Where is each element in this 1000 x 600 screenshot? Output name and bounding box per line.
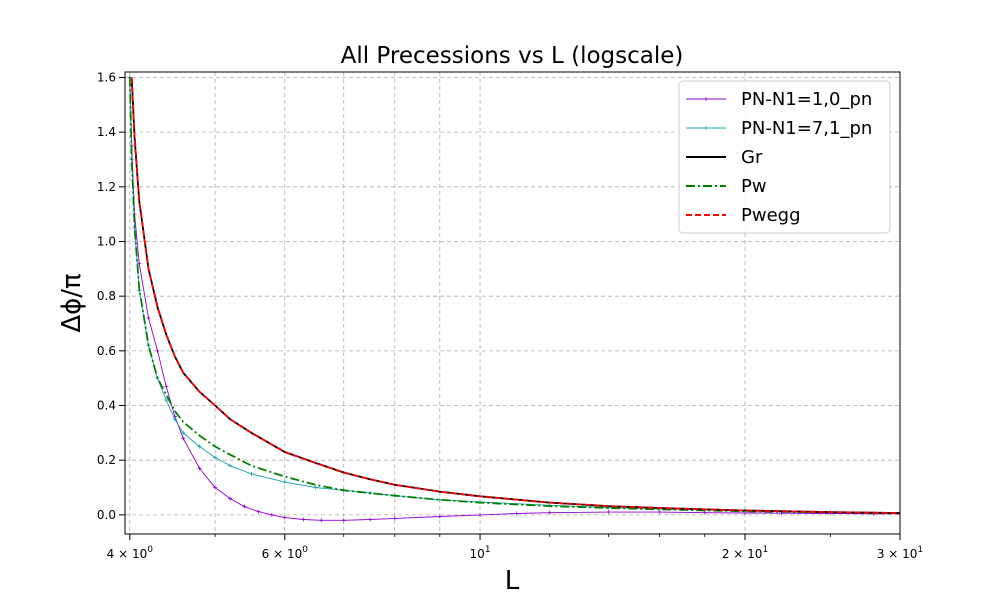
y-tick-label: 1.2 [97, 180, 116, 194]
x-tick-exponent: 1 [917, 545, 923, 555]
legend-marker [704, 97, 708, 101]
data-point [249, 471, 254, 476]
data-point [242, 504, 247, 509]
x-tick-exponent: 1 [485, 545, 491, 555]
y-tick-label: 1.6 [97, 70, 116, 84]
x-tick-base: 6 × 10 [262, 547, 303, 561]
legend-marker [704, 126, 708, 130]
x-tick-base: 3 × 10 [877, 547, 918, 561]
y-tick-label: 0.0 [97, 508, 116, 522]
data-point [197, 444, 202, 449]
data-point [197, 466, 202, 471]
series-line-pwegg [130, 77, 900, 514]
x-tick-exponent: 0 [147, 545, 153, 555]
data-point [146, 316, 151, 321]
x-tick-label: 4 × 100 [107, 545, 154, 561]
legend-label: PN-N1=1,0_pn [741, 89, 872, 110]
ticks: 4 × 100 6 × 100 101 2 × 101 3 × 1010.00.20.4… [97, 70, 923, 561]
y-tick-label: 0.4 [97, 399, 116, 413]
legend-box [678, 80, 891, 234]
data-point [368, 517, 373, 522]
data-point [155, 348, 160, 353]
x-tick-label: 2 × 101 [722, 545, 768, 561]
data-point [702, 510, 707, 515]
y-tick-label: 1.4 [97, 125, 116, 139]
y-tick-label: 0.8 [97, 289, 116, 303]
data-point [478, 512, 483, 517]
data-point [181, 436, 186, 441]
data-point [319, 518, 324, 523]
data-point [213, 455, 218, 460]
x-tick-base: 2 × 10 [722, 547, 763, 561]
data-point [164, 398, 169, 403]
legend-label: PN-N1=7,1_pn [741, 118, 872, 139]
x-axis-label: L [505, 566, 520, 596]
data-point [282, 515, 287, 520]
data-point [301, 517, 306, 522]
data-point [437, 497, 442, 502]
legend-label: Gr [741, 147, 763, 168]
data-point [514, 511, 519, 516]
x-tick-label: 6 × 100 [262, 545, 309, 561]
series-layer [127, 75, 900, 523]
legend-label: Pw [741, 176, 767, 197]
data-point [606, 510, 611, 515]
data-point [256, 509, 261, 514]
legend: PN-N1=1,0_pn PN-N1=7,1_pn Gr Pw Pwegg [678, 80, 891, 234]
y-axis-label: Δϕ/π [57, 273, 87, 332]
data-point [341, 518, 346, 523]
data-point [172, 417, 177, 422]
y-tick-label: 0.6 [97, 344, 116, 358]
data-point [547, 510, 552, 515]
data-point [164, 384, 169, 389]
x-tick-base: 10 [470, 547, 485, 561]
data-point [181, 430, 186, 435]
data-point [228, 496, 233, 501]
data-point [313, 485, 318, 490]
x-tick-base: 4 × 10 [107, 547, 148, 561]
y-tick-label: 1.0 [97, 234, 116, 248]
data-point [392, 516, 397, 521]
y-tick-label: 0.2 [97, 453, 116, 467]
series-line-pw [128, 77, 900, 515]
data-point [269, 512, 274, 517]
data-point [137, 261, 142, 266]
data-point [437, 514, 442, 519]
x-tick-label: 3 × 101 [877, 545, 923, 561]
x-tick-exponent: 0 [302, 545, 308, 555]
chart-title: All Precessions vs L (logscale) [341, 43, 684, 69]
grid [125, 72, 901, 534]
plot-frame [124, 71, 901, 535]
data-point [213, 485, 218, 490]
x-tick-exponent: 1 [762, 545, 768, 555]
data-point [228, 463, 233, 468]
legend-label: Pwegg [741, 205, 801, 226]
data-point [282, 480, 287, 485]
x-tick-label: 101 [470, 545, 491, 561]
